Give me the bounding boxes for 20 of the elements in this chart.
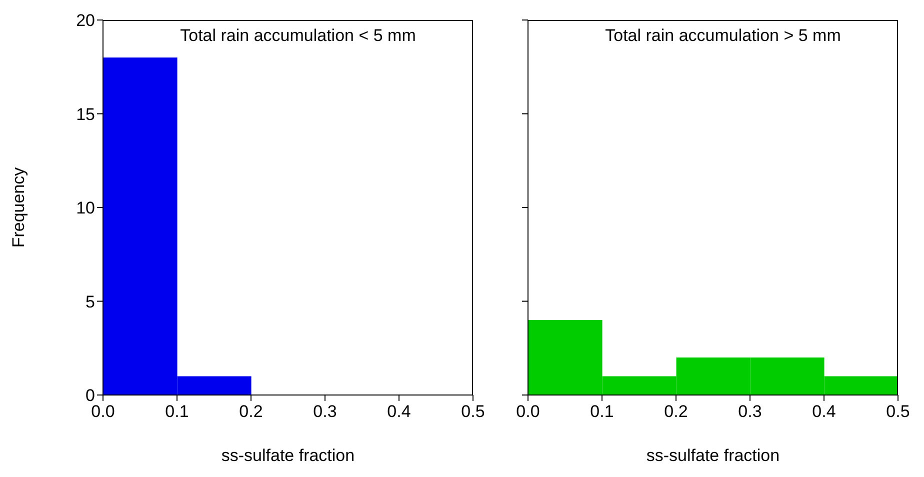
x-tick-label: 0.2 [664, 402, 688, 422]
x-tick-label: 0.5 [461, 402, 485, 422]
x-tick-label: 0.0 [516, 402, 540, 422]
chart-title: Total rain accumulation > 5 mm [604, 26, 842, 46]
x-tick-label: 0.5 [886, 402, 910, 422]
chart-title: Total rain accumulation < 5 mm [179, 26, 417, 46]
x-axis-title: ss-sulfate fraction [221, 446, 355, 465]
y-axis-title: Frequency [9, 166, 28, 248]
x-tick-label: 0.4 [387, 402, 411, 422]
y-tick-label: 10 [76, 198, 95, 218]
x-tick-label: 0.2 [239, 402, 263, 422]
y-tick-label: 20 [76, 11, 95, 30]
x-tick-label: 0.1 [165, 402, 189, 422]
x-tick-label: 0.4 [812, 402, 836, 422]
x-tick-label: 0.3 [313, 402, 337, 422]
y-tick-label: 15 [76, 104, 95, 124]
x-tick-label: 0.3 [738, 402, 762, 422]
y-tick-label: 5 [86, 292, 95, 312]
x-tick-label: 0.1 [590, 402, 614, 422]
x-axis-title: ss-sulfate fraction [646, 446, 780, 465]
